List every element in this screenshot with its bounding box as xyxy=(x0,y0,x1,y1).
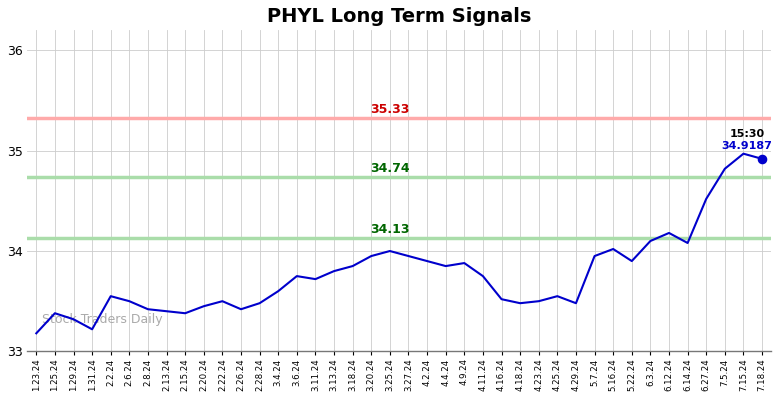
Text: 35.33: 35.33 xyxy=(370,103,409,115)
Text: 15:30: 15:30 xyxy=(730,129,764,139)
Title: PHYL Long Term Signals: PHYL Long Term Signals xyxy=(267,7,532,26)
Point xyxy=(756,156,768,162)
Text: Stock Traders Daily: Stock Traders Daily xyxy=(42,313,162,326)
Text: 34.9187: 34.9187 xyxy=(722,141,772,151)
Text: 34.13: 34.13 xyxy=(370,223,409,236)
Text: 34.74: 34.74 xyxy=(370,162,410,175)
